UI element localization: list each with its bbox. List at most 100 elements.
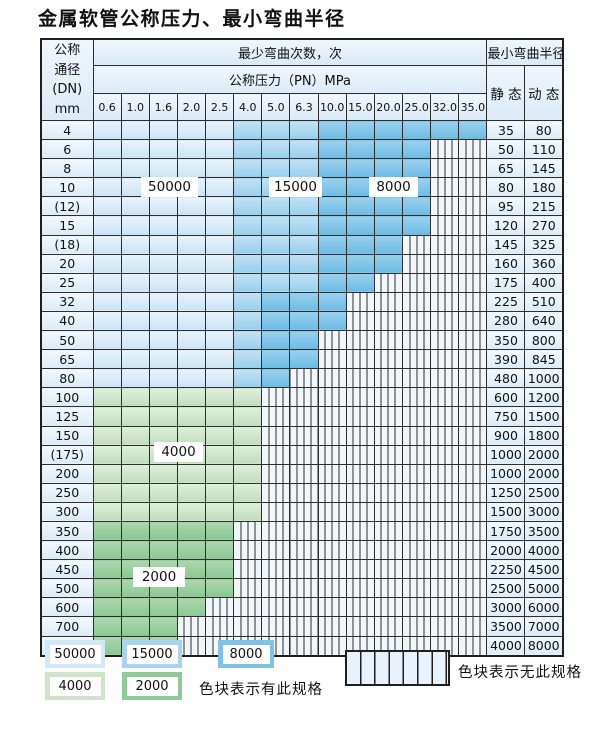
spec-cell (317, 234, 347, 255)
spec-cell (233, 482, 263, 503)
spec-cell (148, 196, 178, 217)
spec-cell (317, 119, 347, 141)
table-row: 300 1500 3000 (40, 501, 564, 522)
dynamic-cell: 5000 (524, 578, 564, 599)
no-spec-cell (458, 387, 488, 408)
spec-cell (120, 291, 150, 312)
spec-cell (289, 158, 319, 179)
legend-no-spec-swatch (345, 650, 450, 686)
spec-cell (345, 196, 375, 217)
no-spec-cell (430, 196, 460, 217)
dn-cell: (175) (40, 444, 94, 465)
no-spec-cell (430, 520, 460, 542)
dn-cell: 100 (40, 387, 94, 408)
no-spec-cell (458, 559, 488, 580)
dn-cell: 8 (40, 158, 94, 179)
no-spec-cell (317, 406, 347, 427)
spec-cell (205, 119, 235, 141)
no-spec-cell (233, 578, 263, 599)
no-spec-cell (402, 520, 432, 542)
static-cell: 225 (486, 291, 526, 312)
no-spec-cell (373, 368, 404, 389)
no-spec-cell (430, 559, 460, 580)
table-row: 500 2500 5000 (40, 578, 564, 599)
no-spec-cell (402, 234, 432, 255)
spec-cell (92, 578, 122, 599)
dynamic-cell: 325 (524, 234, 564, 255)
pressure-value: 32.0 (430, 93, 460, 121)
table-row: 125 750 1500 (40, 406, 564, 427)
no-spec-cell (430, 578, 460, 599)
spec-cell (289, 330, 319, 351)
no-spec-cell (317, 425, 347, 446)
no-spec-cell (402, 463, 432, 484)
spec-cell (92, 253, 122, 274)
pressure-value: 20.0 (373, 93, 404, 121)
no-spec-cell (373, 520, 404, 542)
spec-cell (120, 387, 150, 408)
static-cell: 1750 (486, 520, 526, 542)
pressure-value: 0.6 (92, 93, 122, 121)
table-row: 700 3500 7000 (40, 616, 564, 637)
dn-cell: 80 (40, 368, 94, 389)
dynamic-cell: 2000 (524, 444, 564, 465)
static-cell: 35 (486, 119, 526, 141)
no-spec-cell (289, 387, 319, 408)
no-spec-cell (345, 597, 375, 618)
spec-cell (92, 520, 122, 542)
no-spec-cell (430, 406, 460, 427)
no-spec-cell (317, 578, 347, 599)
no-spec-cell (430, 177, 460, 198)
spec-cell (402, 119, 432, 141)
pressure-value: 2.0 (176, 93, 207, 121)
no-spec-cell (289, 501, 319, 522)
table-row: 80040008000 (40, 635, 564, 657)
static-cell: 175 (486, 272, 526, 293)
spec-cell (205, 578, 235, 599)
no-spec-cell (261, 406, 291, 427)
spec-table: 公称 通径 (DN) mm 最少弯曲次数，次 最小弯曲半径 公称压力（PN）MP… (40, 38, 564, 657)
spec-cell (120, 406, 150, 427)
no-spec-cell (176, 635, 207, 657)
no-spec-cell (205, 597, 235, 618)
pressure-value: 35.0 (458, 93, 488, 121)
no-spec-cell (458, 406, 488, 427)
dn-cell: (12) (40, 196, 94, 217)
dynamic-cell: 510 (524, 291, 564, 312)
no-spec-cell (430, 272, 460, 293)
spec-cell (176, 597, 207, 618)
no-spec-cell (430, 291, 460, 312)
spec-cell (289, 196, 319, 217)
no-spec-cell (373, 597, 404, 618)
legend-swatch-label: 50000 (49, 644, 101, 664)
legend-swatch-label: 15000 (126, 644, 178, 664)
dn-cell: 10 (40, 177, 94, 198)
no-spec-cell (261, 425, 291, 446)
spec-cell (176, 349, 207, 370)
spec-cell (120, 119, 150, 141)
static-cell: 160 (486, 253, 526, 274)
dn-cell: 500 (40, 578, 94, 599)
spec-cell (148, 520, 178, 542)
spec-cell (205, 291, 235, 312)
spec-cell (317, 196, 347, 217)
no-spec-cell (402, 253, 432, 274)
no-spec-cell (430, 540, 460, 561)
spec-cell (148, 291, 178, 312)
spec-cell (176, 158, 207, 179)
spec-cell (205, 330, 235, 351)
dynamic-cell: 4000 (524, 540, 564, 561)
no-spec-cell (458, 597, 488, 618)
static-cell: 3000 (486, 597, 526, 618)
spec-cell (148, 215, 178, 236)
spec-cell (233, 291, 263, 312)
spec-cell (205, 139, 235, 160)
spec-cell (205, 444, 235, 465)
spec-cell (261, 196, 291, 217)
spec-cell (92, 139, 122, 160)
dn-cell: 6 (40, 139, 94, 160)
spec-cell (233, 387, 263, 408)
no-spec-cell (345, 425, 375, 446)
no-spec-cell (289, 463, 319, 484)
dn-cell: 40 (40, 310, 94, 332)
